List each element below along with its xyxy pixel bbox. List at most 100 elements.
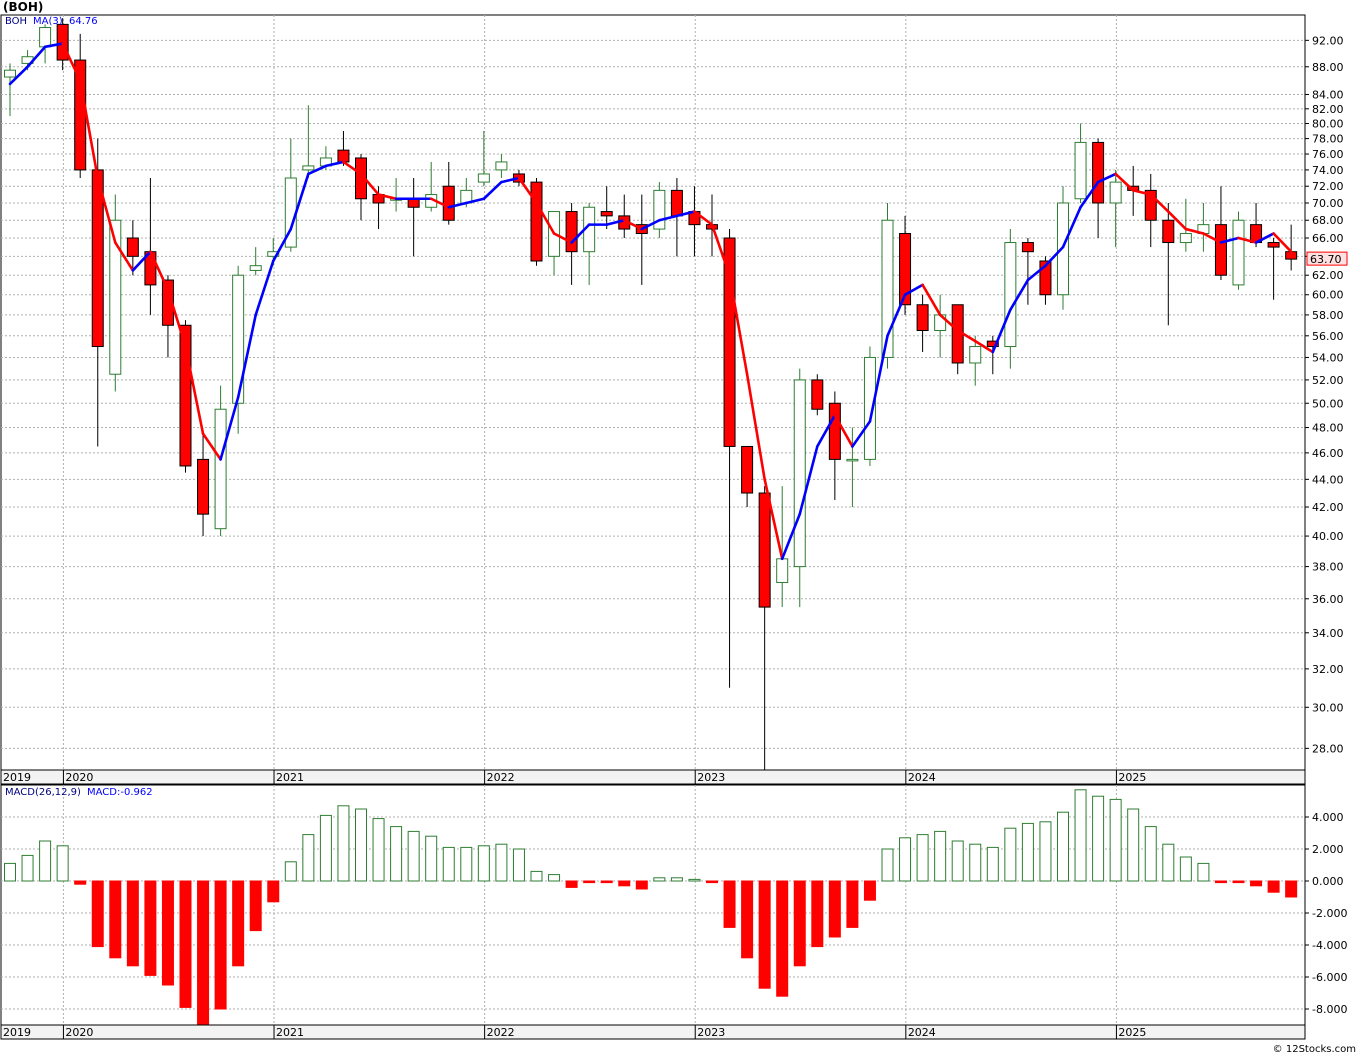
candle [91,138,104,447]
ma-segment [815,413,837,448]
macd-bar [706,880,718,884]
candle [530,178,543,266]
macd-bar [1092,795,1105,882]
macd-bar [442,846,455,882]
ma-segment [1219,236,1240,244]
macd-bar [600,880,613,884]
macd-bar [1039,821,1052,882]
year-label: 2023 [697,771,725,784]
candle-body [1267,242,1280,248]
candle [214,385,227,537]
candle-body [600,211,613,217]
candle-body [670,189,683,217]
candle [4,63,16,117]
ma-segment [429,197,451,209]
ma-segment [886,293,907,338]
candle-body [39,27,52,48]
ma-segment [1044,245,1065,268]
ma-segment [640,218,661,231]
price-tick-label: 48.00 [1312,422,1344,435]
macd-bar [425,835,438,882]
ma-segment [43,42,64,49]
macd-panel: 4.0002.0000.000-2.000-4.000-6.000-8.000 … [0,784,1347,1026]
ma-segment [658,214,679,222]
macd-tick-label: 4.000 [1312,811,1344,824]
price-tick-label: 92.00 [1312,34,1344,47]
price-tick-label: 60.00 [1312,289,1344,302]
price-year-axis [0,769,1306,785]
ma-segment [1184,227,1205,235]
ma-segment [517,176,538,205]
price-panel: 28.00 30.00 32.00 34.00 36.00 38.00 40.00 42.00… [0,14,1348,771]
macd-bar [969,843,982,882]
candle-body [56,23,69,61]
macd-bar [1144,826,1157,882]
candle [741,445,754,508]
macd-bar [460,846,473,882]
macd-bar [618,880,631,887]
macd-tick-label: 0.000 [1312,875,1344,888]
candle-body [1092,141,1105,204]
ma-segment [938,313,960,332]
ma-segment [728,273,749,376]
candle [723,229,736,688]
ma-segment [798,445,819,516]
macd-tick-label: 2.000 [1312,843,1344,856]
candle [600,186,613,230]
price-tick-label: 76.00 [1312,148,1344,161]
macd-bar [512,848,525,882]
candle-body [1179,233,1192,244]
year-label: 2024 [908,771,936,784]
ma-segment [851,420,872,448]
candle [916,294,929,352]
macd-tick-label: -8.000 [1312,1003,1347,1016]
candle [1214,186,1227,281]
macd-bar [758,880,771,989]
price-tick-label: 78.00 [1312,133,1344,146]
price-tick-label: 70.00 [1312,197,1344,210]
candle [109,194,122,392]
ma-segment [1202,232,1223,244]
candle-body [863,356,876,460]
macd-label: MACD(26,12,9) [5,787,81,798]
price-tick-label: 82.00 [1312,103,1344,116]
candle-body [232,274,245,404]
macd-bar [986,846,999,882]
ma-segment [359,172,380,196]
candle-body [653,189,666,230]
price-grid [1,15,1305,770]
year-label: 2023 [697,1026,725,1039]
macd-bar [741,880,754,959]
ma-label: MA(3) [33,16,63,27]
year-label: 2022 [487,771,515,784]
price-tick-label: 42.00 [1312,501,1344,514]
ma-segment [622,218,644,231]
price-tick-label: 32.00 [1312,663,1344,676]
macd-bar [337,805,350,882]
macd-bar [4,862,16,882]
candle [1144,173,1157,248]
macd-bar [1127,808,1140,882]
candle-body [91,169,104,348]
candle [495,154,508,179]
price-year-labels: 2019 2020 2021 2022 2023 2024 2025 [3,770,1146,784]
ma-segment [131,250,152,272]
year-label: 2020 [65,1026,93,1039]
candle [653,182,666,239]
year-label: 2021 [276,771,304,784]
year-label: 2021 [276,1026,304,1039]
candle-body [1074,141,1087,200]
macd-bar [776,880,789,997]
ma-segment [903,283,924,297]
ma-segment [447,201,468,209]
symbol-label: BOH [5,16,27,27]
price-tick-label: 28.00 [1312,742,1344,755]
last-price-tag: 63.70 [1306,251,1348,266]
price-tick-label: 30.00 [1312,701,1344,714]
candle [986,335,999,375]
ma-segment [763,478,784,561]
ma-segment [675,210,696,218]
macd-bar [1250,880,1263,887]
candle-body [828,402,841,460]
price-tick-label: 52.00 [1312,374,1344,387]
